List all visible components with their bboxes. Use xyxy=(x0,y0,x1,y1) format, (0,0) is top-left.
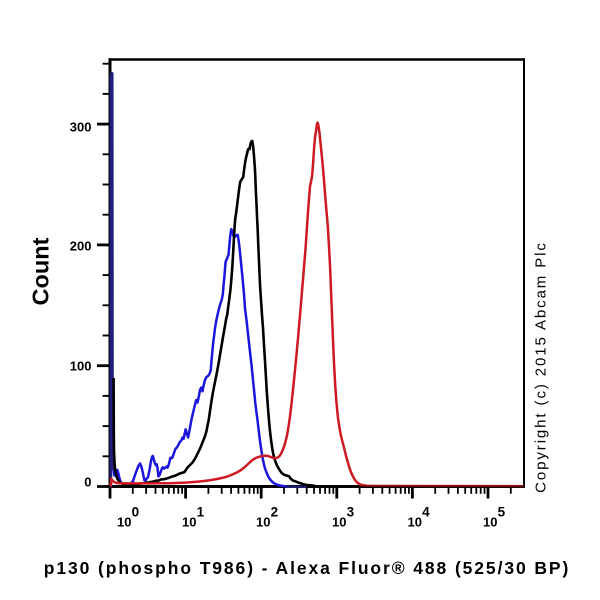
svg-text:10: 10 xyxy=(408,515,422,530)
svg-text:4: 4 xyxy=(422,505,430,520)
svg-text:10: 10 xyxy=(182,515,196,530)
svg-text:0: 0 xyxy=(132,505,140,520)
svg-text:p130 (phospho T986) - Alexa Fl: p130 (phospho T986) - Alexa Fluor® 488 (… xyxy=(44,558,570,578)
svg-text:3: 3 xyxy=(347,505,355,520)
svg-text:10: 10 xyxy=(117,515,131,530)
svg-text:10: 10 xyxy=(256,515,270,530)
svg-text:10: 10 xyxy=(332,515,346,530)
svg-text:10: 10 xyxy=(483,515,497,530)
svg-text:Count: Count xyxy=(28,237,54,305)
svg-text:1: 1 xyxy=(197,505,205,520)
svg-text:Copyright (c) 2015 Abcam Plc: Copyright (c) 2015 Abcam Plc xyxy=(533,241,550,493)
svg-text:100: 100 xyxy=(70,358,92,373)
svg-text:200: 200 xyxy=(70,238,92,253)
svg-text:300: 300 xyxy=(70,119,92,134)
svg-text:5: 5 xyxy=(498,505,506,520)
svg-text:2: 2 xyxy=(271,505,279,520)
svg-text:0: 0 xyxy=(84,474,91,489)
